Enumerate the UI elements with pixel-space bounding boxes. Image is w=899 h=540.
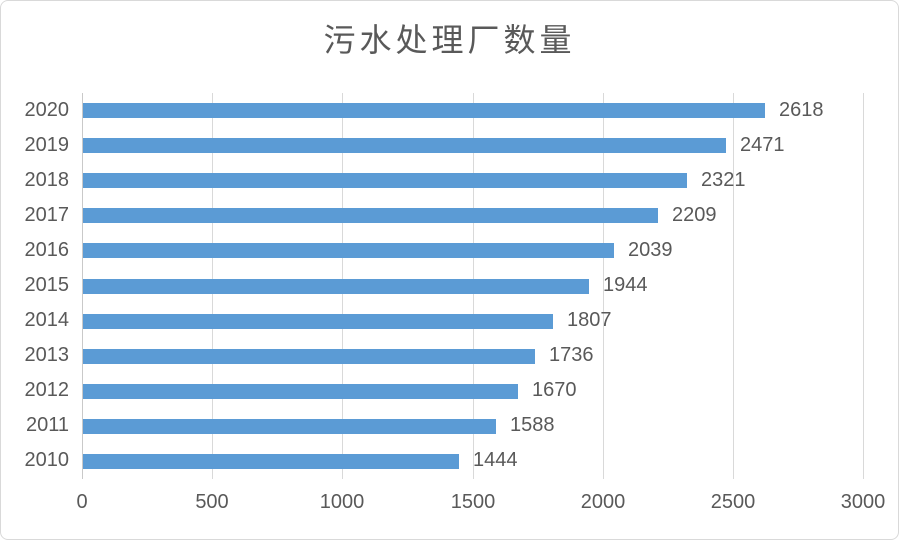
bar-2015: [83, 279, 589, 294]
bar-2012: [83, 384, 518, 399]
plot-area: [82, 93, 864, 479]
data-label: 1444: [473, 449, 518, 471]
data-label: 2321: [701, 169, 746, 191]
data-label: 1736: [549, 344, 594, 366]
data-label: 2209: [672, 204, 717, 226]
data-label: 2618: [779, 99, 824, 121]
data-label: 1670: [532, 379, 577, 401]
bar-2013: [83, 349, 535, 364]
x-axis-tick-label: 500: [195, 491, 229, 513]
y-axis-category-label: 2020: [24, 99, 70, 121]
x-axis-tick-label: 2500: [710, 491, 756, 513]
bar-2020: [83, 103, 765, 118]
bar-2018: [83, 173, 687, 188]
data-label: 1944: [603, 274, 648, 296]
gridline: [863, 93, 864, 479]
bar-2016: [83, 243, 614, 258]
y-axis-category-label: 2016: [24, 239, 70, 261]
y-axis-category-label: 2018: [24, 169, 70, 191]
bar-2010: [83, 454, 459, 469]
y-axis-category-label: 2015: [24, 274, 70, 296]
bar-2019: [83, 138, 726, 153]
bar-2017: [83, 208, 658, 223]
data-label: 1807: [567, 309, 612, 331]
data-label: 2471: [740, 134, 785, 156]
bar-2011: [83, 419, 496, 434]
x-axis-tick-label: 1500: [450, 491, 496, 513]
y-axis-category-label: 2019: [24, 134, 70, 156]
y-axis-category-label: 2012: [24, 379, 70, 401]
y-axis-category-label: 2017: [24, 204, 70, 226]
y-axis-line: [82, 93, 83, 479]
y-axis-category-label: 2014: [24, 309, 70, 331]
data-label: 2039: [628, 239, 673, 261]
bar-2014: [83, 314, 553, 329]
chart-title: 污水处理厂数量: [323, 21, 576, 59]
x-axis-tick-label: 1000: [319, 491, 365, 513]
data-label: 1588: [510, 414, 555, 436]
y-axis-category-label: 2011: [25, 414, 69, 436]
y-axis-category-label: 2013: [24, 344, 70, 366]
x-axis-tick-label: 0: [76, 491, 88, 513]
y-axis-category-label: 2010: [24, 449, 70, 471]
gridline: [603, 93, 604, 479]
gridline: [733, 93, 734, 479]
x-axis-tick-label: 2000: [580, 491, 626, 513]
x-axis-tick-label: 3000: [840, 491, 886, 513]
